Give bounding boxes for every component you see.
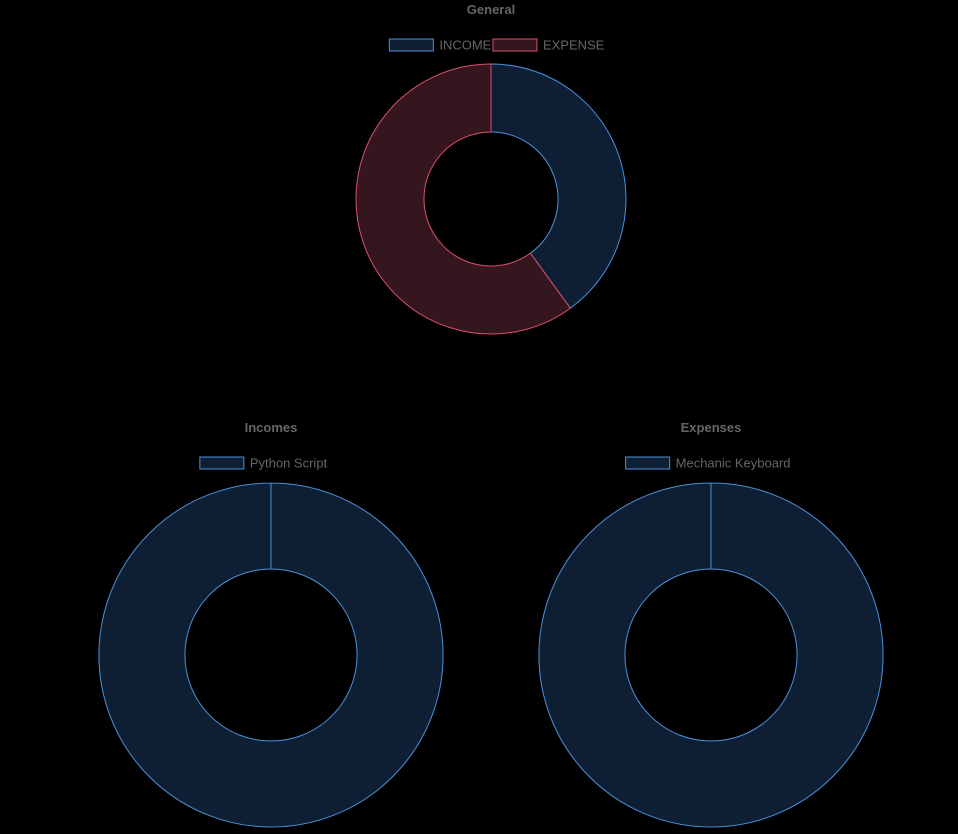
general-legend-label-expense: EXPENSE — [543, 38, 605, 53]
expenses-chart: Expenses Mechanic Keyboard — [538, 420, 884, 828]
general-legend: INCOME EXPENSE — [388, 38, 605, 53]
incomes-donut — [98, 482, 444, 828]
general-chart-title: General — [467, 2, 515, 17]
incomes-chart-title: Incomes — [245, 420, 298, 435]
incomes-legend: Python Script — [199, 456, 328, 471]
expenses-slice-mechanic-keyboard[interactable] — [538, 482, 884, 828]
incomes-slice-python-script[interactable] — [98, 482, 444, 828]
general-legend-label-income: INCOME — [439, 38, 491, 53]
expenses-legend: Mechanic Keyboard — [625, 456, 791, 471]
expenses-legend-item-mechanic-keyboard[interactable]: Mechanic Keyboard — [625, 456, 791, 471]
incomes-legend-label-python-script: Python Script — [250, 456, 328, 471]
general-legend-swatch-income — [388, 38, 434, 52]
general-donut — [355, 63, 627, 335]
incomes-chart: Incomes Python Script — [98, 420, 444, 828]
general-legend-swatch-expense — [492, 38, 538, 52]
general-legend-item-expense[interactable]: EXPENSE — [492, 38, 605, 53]
incomes-legend-item-python-script[interactable]: Python Script — [199, 456, 328, 471]
expenses-chart-title: Expenses — [681, 420, 742, 435]
incomes-legend-swatch-python-script — [199, 456, 245, 470]
general-slice-expense[interactable] — [355, 63, 572, 335]
expenses-donut — [538, 482, 884, 828]
expenses-legend-label-mechanic-keyboard: Mechanic Keyboard — [676, 456, 791, 471]
general-slice-income[interactable] — [490, 63, 627, 309]
expenses-legend-swatch-mechanic-keyboard — [625, 456, 671, 470]
general-chart: General INCOME EXPENSE — [355, 2, 627, 335]
general-legend-item-income[interactable]: INCOME — [388, 38, 492, 53]
